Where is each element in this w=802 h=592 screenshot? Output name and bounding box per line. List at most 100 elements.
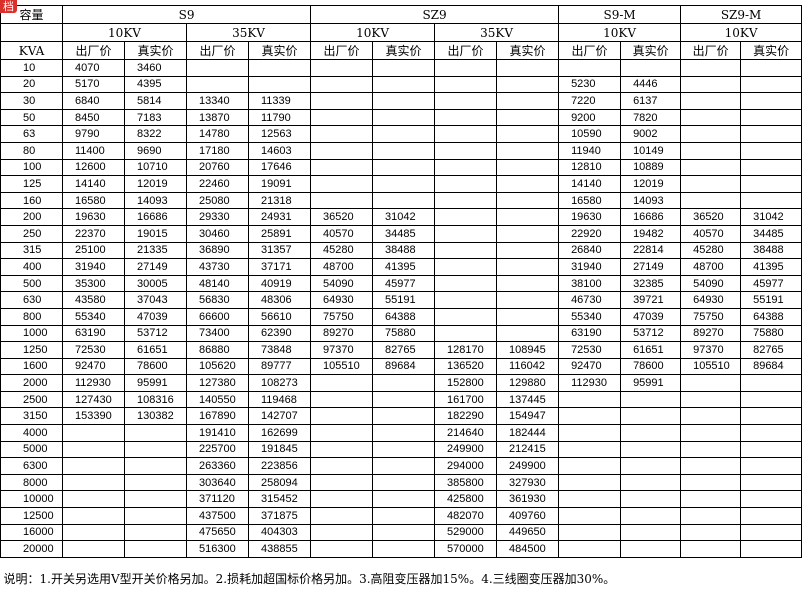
- price: [496, 324, 560, 343]
- price: [496, 224, 560, 243]
- badge: 档: [0, 0, 17, 13]
- price: [558, 407, 622, 426]
- price: 482070: [434, 507, 498, 525]
- price: [434, 208, 498, 226]
- price: 14603: [247, 141, 312, 160]
- voltage: 10KV: [310, 23, 436, 42]
- price: [434, 291, 498, 309]
- price: 55191: [372, 291, 436, 309]
- price: 153390: [62, 407, 125, 426]
- price: 36520: [310, 208, 374, 226]
- price: [680, 108, 742, 127]
- data-row: 80 11400 9690 17180 14603 11940 10149: [0, 141, 802, 160]
- price: [740, 540, 802, 558]
- price: 12810: [558, 158, 622, 177]
- price: [620, 440, 682, 459]
- price: 31357: [247, 241, 312, 260]
- price: 105510: [680, 357, 742, 376]
- price: 22814: [620, 241, 682, 260]
- price: [680, 158, 742, 177]
- price: [124, 440, 187, 459]
- price: 12563: [247, 125, 312, 143]
- data-row: 1600 92470 78600 105620 89777 105510 89684 1365…: [0, 357, 802, 376]
- price: 56830: [186, 291, 249, 309]
- price: [372, 523, 436, 542]
- price: [310, 473, 374, 492]
- price: [740, 108, 802, 127]
- price: 48700: [310, 258, 374, 276]
- price: 73848: [247, 341, 312, 359]
- price: 404303: [247, 523, 312, 542]
- price: [680, 407, 742, 426]
- price: [434, 274, 498, 293]
- price: 73400: [186, 324, 249, 343]
- capacity: 50: [0, 108, 63, 127]
- price: [372, 407, 436, 426]
- data-row: 2500 127430 108316 140550 119468 161700 137445: [0, 390, 802, 409]
- price: [434, 175, 498, 193]
- price: 82765: [740, 341, 802, 359]
- price: 78600: [124, 357, 187, 376]
- price: 249900: [496, 457, 560, 475]
- price: [496, 59, 560, 77]
- price: [496, 125, 560, 143]
- price: [310, 141, 374, 160]
- price: 35300: [62, 274, 125, 293]
- price: 108273: [247, 374, 312, 392]
- price: 127430: [62, 390, 125, 409]
- price: 11400: [62, 141, 125, 160]
- price: 25891: [247, 224, 312, 243]
- price: 130382: [124, 407, 187, 426]
- data-row: 100 12600 10710 20760 17646 12810 10889: [0, 158, 802, 177]
- voltage: 35KV: [185, 23, 312, 42]
- price: [620, 523, 682, 542]
- column-name: 出厂价: [186, 41, 249, 60]
- price: [740, 374, 802, 392]
- price: 258094: [247, 473, 312, 492]
- price: [558, 457, 622, 475]
- price: [310, 424, 374, 442]
- price: [310, 523, 374, 542]
- price: [434, 307, 498, 326]
- price: [496, 158, 560, 177]
- price: [310, 374, 374, 392]
- column-name: 出厂价: [558, 41, 622, 60]
- data-row: 50 8450 7183 13870 11790 9200 7820: [0, 108, 802, 127]
- voltage: 10KV: [680, 23, 802, 42]
- price: [62, 473, 125, 492]
- price: 294000: [434, 457, 498, 475]
- price: 223856: [247, 457, 312, 475]
- price: [558, 490, 622, 509]
- price: [496, 75, 560, 94]
- price: 97370: [310, 341, 374, 359]
- price: 361930: [496, 490, 560, 509]
- capacity: 100: [0, 158, 63, 177]
- capacity: 20: [0, 75, 63, 94]
- price: [310, 108, 374, 127]
- table-body: 10 4070 3460 20 5170 4395 5230 4446 30 6840 5814 13…: [0, 59, 802, 592]
- price: [310, 175, 374, 193]
- data-row: 10000 371120 315452 425800 361930: [0, 490, 802, 509]
- price: 61651: [620, 341, 682, 359]
- price: [680, 191, 742, 210]
- price: [740, 75, 802, 94]
- price: 191845: [247, 440, 312, 459]
- price: [310, 125, 374, 143]
- price: [62, 457, 125, 475]
- price: 129880: [496, 374, 560, 392]
- price: [62, 424, 125, 442]
- data-row: 200 19630 16686 29330 24931 36520 31042 19630 16…: [0, 208, 802, 226]
- price: [310, 59, 374, 77]
- price: [680, 125, 742, 143]
- price: 212415: [496, 440, 560, 459]
- price: 16686: [620, 208, 682, 226]
- price: [496, 291, 560, 309]
- price: [434, 59, 498, 77]
- price: [496, 175, 560, 193]
- price: [372, 457, 436, 475]
- price: [62, 490, 125, 509]
- price: 9690: [124, 141, 187, 160]
- price: 17180: [186, 141, 249, 160]
- price: [680, 507, 742, 525]
- price: 14140: [558, 175, 622, 193]
